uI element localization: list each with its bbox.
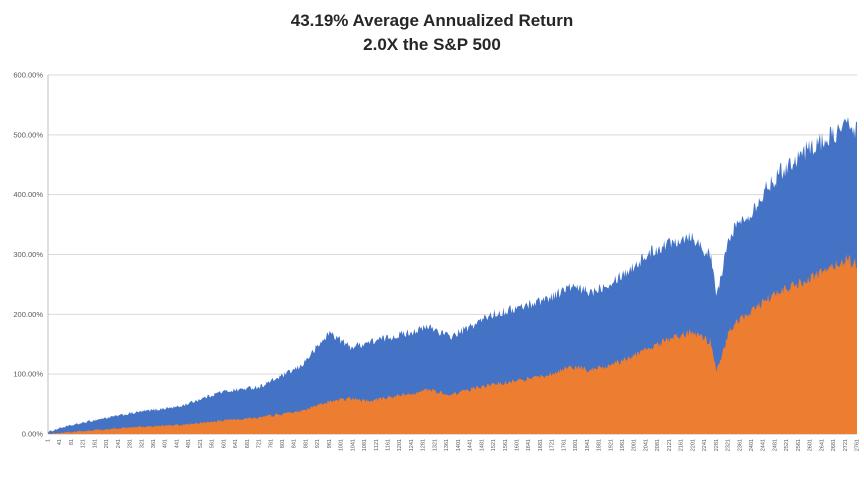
y-tick-label: 100.00%: [13, 369, 43, 378]
x-tick-label: 1721: [550, 439, 556, 451]
x-tick-label: 2201: [690, 439, 696, 451]
x-tick-label: 1201: [397, 439, 403, 451]
x-tick-label: 1121: [374, 439, 380, 451]
x-tick-label: 41: [57, 439, 63, 445]
area-chart-plot: 0.00% 100.00% 200.00% 300.00% 400.00% 500.00%…: [13, 70, 861, 451]
chart-title-line1: 43.19% Average Annualized Return: [290, 11, 574, 30]
x-tick-label: 361: [151, 439, 157, 448]
x-tick-label: 401: [163, 439, 169, 448]
x-tick-label: 1401: [456, 439, 462, 451]
x-tick-label: 801: [280, 439, 286, 448]
x-tick-label: 681: [245, 439, 251, 448]
x-tick-label: 321: [139, 439, 145, 448]
x-tick-label: 1641: [526, 439, 532, 451]
x-tick-label: 2241: [702, 439, 708, 451]
x-tick-label: 1281: [421, 439, 427, 451]
x-tick-label: 1521: [491, 439, 497, 451]
x-tick-label: 81: [69, 439, 75, 445]
x-tick-label: 1801: [573, 439, 579, 451]
x-tick-label: 2521: [784, 439, 790, 451]
x-tick-label: 2601: [808, 439, 814, 451]
x-tick-label: 2401: [749, 439, 755, 451]
x-tick-label: 1561: [503, 439, 509, 451]
x-tick-label: 721: [257, 439, 263, 448]
y-tick-label: 600.00%: [13, 70, 43, 79]
x-tick-label: 521: [198, 439, 204, 448]
x-tick-label: 1161: [386, 439, 392, 451]
x-tick-label: 2481: [772, 439, 778, 451]
x-tick-label: 2641: [819, 439, 825, 451]
x-tick-label: 2161: [679, 439, 685, 451]
x-tick-label: 2681: [831, 439, 837, 451]
y-tick-label: 400.00%: [13, 190, 43, 199]
x-tick-label: 241: [116, 439, 122, 448]
x-tick-label: 441: [174, 439, 180, 448]
x-tick-label: 201: [104, 439, 110, 448]
x-tick-label: 921: [315, 439, 321, 448]
x-tick-label: 2361: [737, 439, 743, 451]
x-tick-label: 1441: [468, 439, 474, 451]
x-tick-label: 481: [186, 439, 192, 448]
y-tick-label: 0.00%: [22, 429, 44, 438]
x-tick-label: 601: [221, 439, 227, 448]
x-tick-label: 761: [268, 439, 274, 448]
x-tick-label: 2441: [761, 439, 767, 451]
x-tick-label: 1: [46, 439, 52, 442]
x-tick-label: 961: [327, 439, 333, 448]
x-tick-label: 1761: [561, 439, 567, 451]
x-tick-label: 1241: [409, 439, 415, 451]
x-tick-label: 2041: [643, 439, 649, 451]
x-tick-label: 121: [81, 439, 87, 448]
x-tick-label: 1601: [514, 439, 520, 451]
x-tick-label: 1321: [432, 439, 438, 451]
x-tick-label: 1081: [362, 439, 368, 451]
x-tick-label: 2121: [667, 439, 673, 451]
x-tick-label: 2281: [714, 439, 720, 451]
x-tick-label: 881: [303, 439, 309, 448]
x-tick-label: 1961: [620, 439, 626, 451]
x-tick-label: 841: [292, 439, 298, 448]
x-tick-label: 1361: [444, 439, 450, 451]
x-tick-label: 1841: [585, 439, 591, 451]
x-tick-label: 641: [233, 439, 239, 448]
x-tick-label: 1481: [479, 439, 485, 451]
x-tick-label: 2321: [726, 439, 732, 451]
y-tick-label: 300.00%: [13, 250, 43, 259]
x-tick-label: 2761: [855, 439, 861, 451]
y-tick-label: 500.00%: [13, 130, 43, 139]
x-tick-label: 2001: [632, 439, 638, 451]
x-tick-label: 1921: [608, 439, 614, 451]
x-tick-label: 281: [128, 439, 134, 448]
y-tick-label: 200.00%: [13, 309, 43, 318]
x-tick-label: 2081: [655, 439, 661, 451]
x-tick-label: 2721: [843, 439, 849, 451]
x-tick-label: 161: [92, 439, 98, 448]
x-tick-label: 1881: [597, 439, 603, 451]
x-tick-label: 1001: [339, 439, 345, 451]
x-tick-label: 1681: [538, 439, 544, 451]
x-tick-label: 2561: [796, 439, 802, 451]
x-tick-label: 561: [210, 439, 216, 448]
chart-title: 43.19% Average Annualized Return 2.0X th…: [0, 0, 864, 57]
chart-title-line2: 2.0X the S&P 500: [363, 34, 501, 54]
series-orange-area: [48, 253, 857, 434]
x-tick-label: 1041: [350, 439, 356, 451]
